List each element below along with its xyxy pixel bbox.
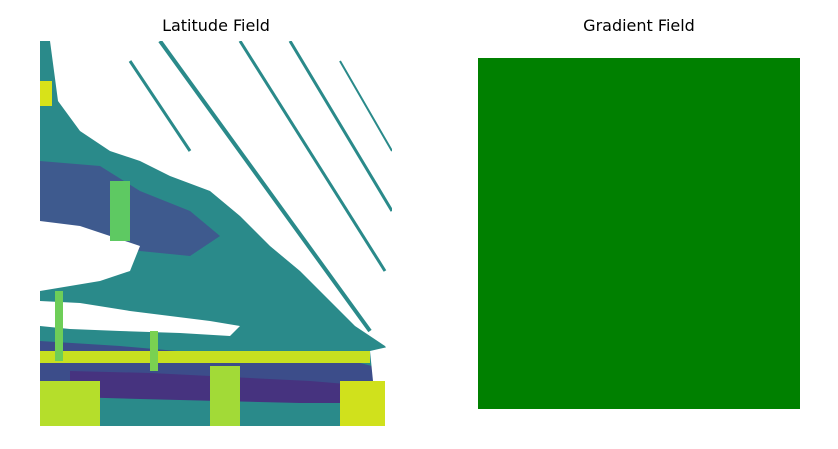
gradient-field-fill <box>478 58 800 409</box>
field-streak-2 <box>238 41 387 272</box>
gradient-field-title: Gradient Field <box>583 16 695 35</box>
gradient-field-image <box>478 58 800 409</box>
field-high-band <box>40 351 370 363</box>
field-streak-1 <box>158 41 372 333</box>
field-streak-4 <box>339 60 392 152</box>
nodata-hole-diagonal-2 <box>210 41 392 241</box>
field-high-patch-3 <box>340 381 385 426</box>
nodata-hole-middle <box>40 301 240 336</box>
field-high-patch-7 <box>150 331 158 371</box>
field-high-patch-6 <box>55 291 63 361</box>
field-streak-3 <box>288 41 392 212</box>
field-high-patch-4 <box>110 181 130 241</box>
field-high-patch-2 <box>210 366 240 426</box>
latitude-field-image <box>40 41 392 426</box>
latitude-field-plot <box>40 41 392 426</box>
field-high-patch-5 <box>40 81 52 106</box>
field-high-patch-1 <box>40 381 100 426</box>
gradient-field-plot <box>478 58 800 409</box>
latitude-field-title: Latitude Field <box>162 16 270 35</box>
field-streak-5 <box>128 60 192 152</box>
